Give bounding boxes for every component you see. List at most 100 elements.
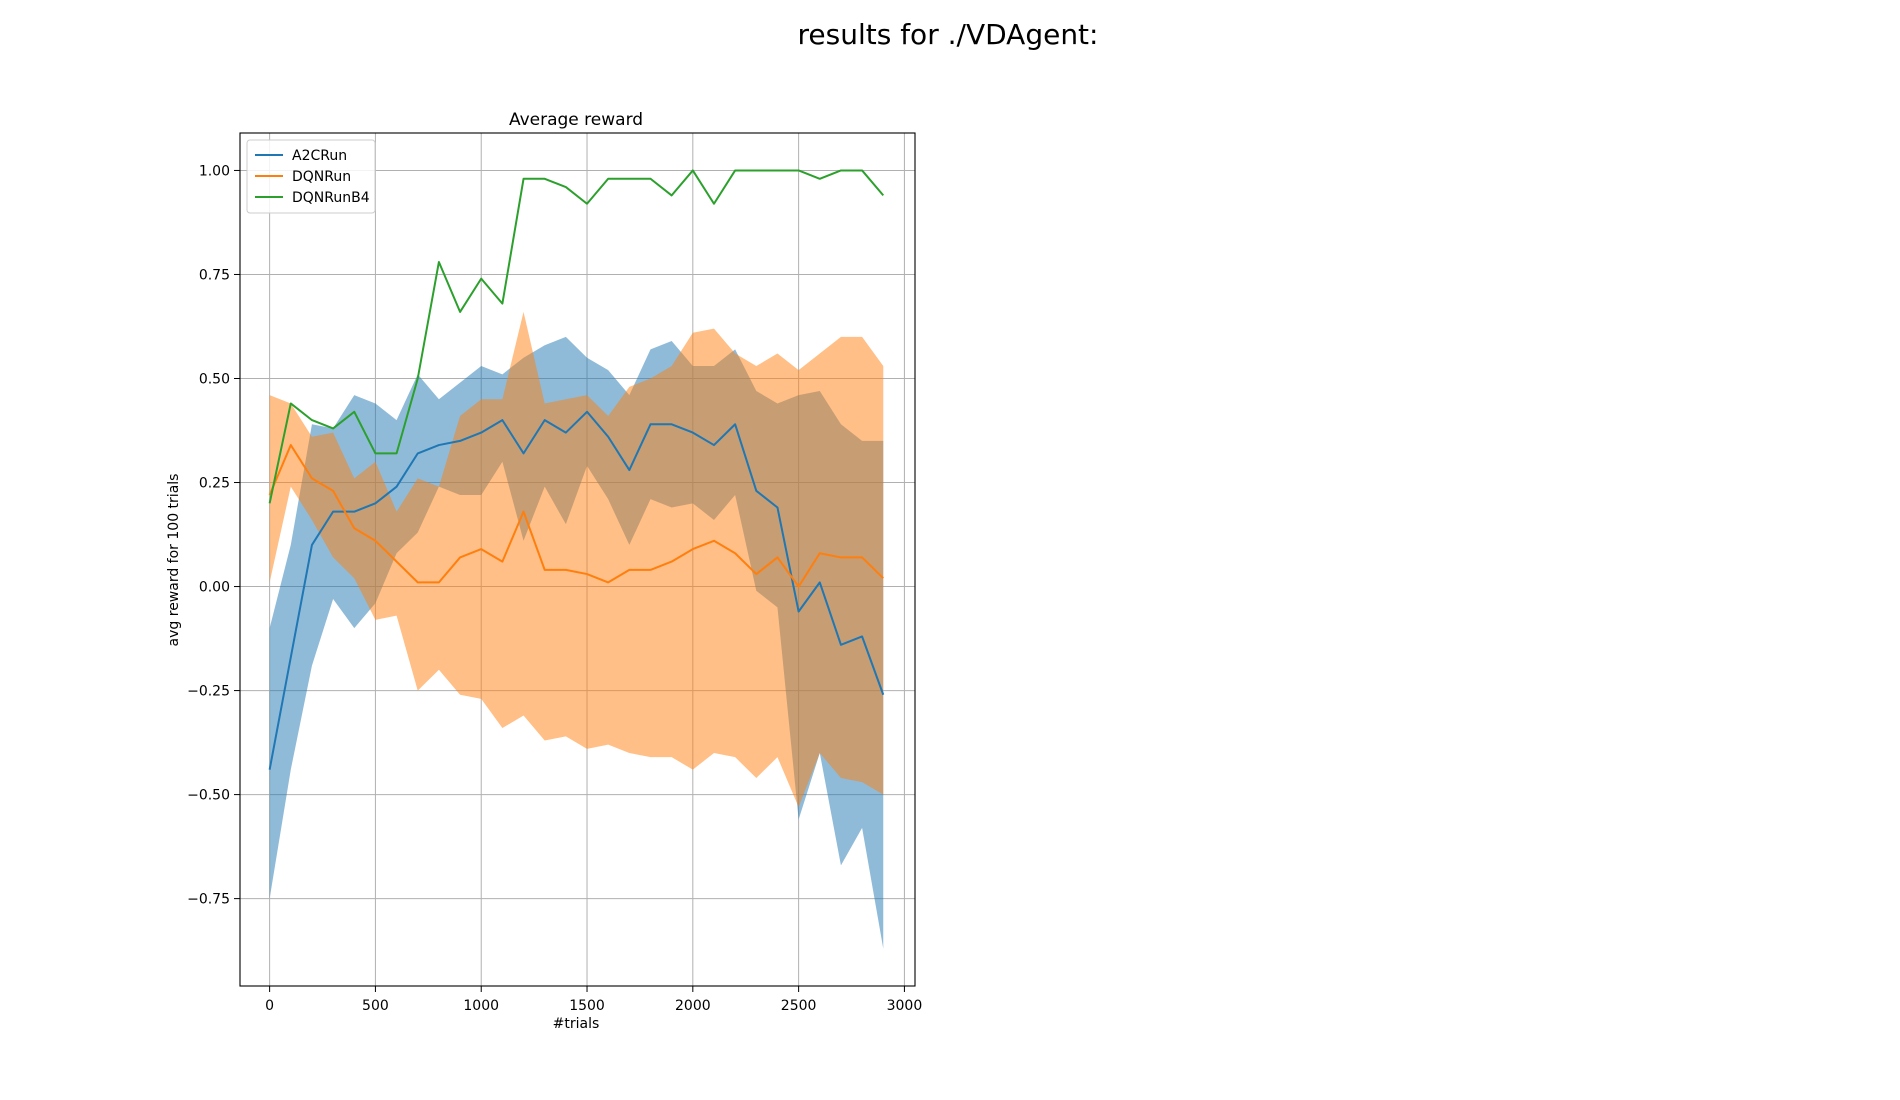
data-point-dqnrunb4 [691, 168, 695, 172]
plot-area [239, 132, 916, 987]
data-point-dqnrunb4 [649, 177, 653, 181]
data-point-dqnrun [373, 539, 377, 543]
data-point-dqnrunb4 [416, 376, 420, 380]
y-axis-label: avg reward for 100 trials [166, 474, 182, 647]
series-line-a2crun [268, 410, 885, 770]
data-point-dqnrunb4 [670, 193, 674, 197]
data-point-dqnrun [352, 526, 356, 530]
data-point-dqnrunb4 [331, 426, 335, 430]
data-point-dqnrun [775, 555, 779, 559]
data-point-a2crun [797, 610, 801, 614]
data-point-a2crun [775, 505, 779, 509]
data-point-dqnrunb4 [606, 177, 610, 181]
data-point-dqnrun [310, 476, 314, 480]
y-tick-label: 1.00 [199, 163, 230, 179]
y-tick-label: 0.00 [199, 580, 230, 596]
data-point-dqnrun [627, 568, 631, 572]
data-point-dqnrunb4 [522, 177, 526, 181]
data-point-dqnrun [606, 580, 610, 584]
data-point-dqnrun [670, 560, 674, 564]
data-point-dqnrun [733, 551, 737, 555]
data-point-a2crun [373, 501, 377, 505]
data-point-dqnrunb4 [839, 168, 843, 172]
series-lines [268, 168, 885, 772]
data-point-dqnrun [331, 489, 335, 493]
data-point-a2crun [754, 489, 758, 493]
data-point-dqnrun [818, 551, 822, 555]
data-point-a2crun [331, 510, 335, 514]
x-tick-label: 3000 [887, 998, 923, 1014]
data-point-a2crun [543, 418, 547, 422]
data-point-dqnrunb4 [395, 451, 399, 455]
series-line-dqnrun [268, 444, 884, 588]
legend: A2CRun DQNRun DQNRunB4 [246, 139, 376, 214]
data-point-dqnrunb4 [268, 501, 272, 505]
data-point-dqnrunb4 [585, 202, 589, 206]
data-point-dqnrunb4 [564, 185, 568, 189]
data-point-dqnrunb4 [818, 177, 822, 181]
data-point-a2crun [733, 422, 737, 426]
y-tick-label: −0.25 [187, 684, 230, 700]
legend-box [246, 139, 376, 214]
data-point-a2crun [310, 543, 314, 547]
data-point-dqnrun [458, 555, 462, 559]
data-point-dqnrunb4 [500, 302, 504, 306]
y-tick-label: 0.75 [199, 267, 230, 283]
data-point-dqnrunb4 [352, 410, 356, 414]
data-point-a2crun [268, 768, 272, 772]
data-point-dqnrun [500, 560, 504, 564]
data-point-dqnrun [649, 568, 653, 572]
data-point-dqnrun [712, 539, 716, 543]
data-point-a2crun [416, 451, 420, 455]
data-point-dqnrunb4 [289, 401, 293, 405]
y-tick-label: 0.50 [199, 371, 230, 387]
data-point-a2crun [585, 410, 589, 414]
x-tick-label: 0 [265, 998, 274, 1014]
data-point-dqnrun [289, 443, 293, 447]
data-point-dqnrunb4 [458, 310, 462, 314]
series-line-dqnrunb4 [268, 169, 885, 504]
data-point-dqnrun [543, 568, 547, 572]
y-axis: −0.75 −0.50 −0.25 0.00 0.25 0.50 0.75 1.00 [187, 163, 240, 908]
data-point-a2crun [712, 443, 716, 447]
axes-frame [239, 132, 916, 987]
data-point-dqnrun [691, 547, 695, 551]
data-point-dqnrunb4 [627, 177, 631, 181]
data-point-dqnrunb4 [797, 168, 801, 172]
data-point-a2crun [670, 422, 674, 426]
data-point-dqnrunb4 [310, 418, 314, 422]
x-tick-label: 1000 [463, 998, 499, 1014]
x-tick-label: 2500 [781, 998, 817, 1014]
data-point-dqnrunb4 [437, 260, 441, 264]
data-point-a2crun [352, 510, 356, 514]
data-point-dqnrunb4 [712, 202, 716, 206]
data-point-a2crun [691, 431, 695, 435]
data-point-dqnrunb4 [860, 168, 864, 172]
data-point-dqnrun [797, 585, 801, 589]
data-point-dqnrunb4 [775, 168, 779, 172]
band-dqnrun [269, 311, 884, 808]
data-point-a2crun [627, 468, 631, 472]
data-point-dqnrun [754, 572, 758, 576]
data-point-dqnrun [839, 555, 843, 559]
figure-suptitle: results for ./VDAgent: [798, 18, 1099, 51]
chart-title: Average reward [509, 110, 643, 130]
data-point-a2crun [564, 431, 568, 435]
legend-label: DQNRunB4 [292, 190, 370, 206]
data-point-dqnrunb4 [733, 168, 737, 172]
data-point-dqnrunb4 [754, 168, 758, 172]
data-point-a2crun [289, 655, 293, 659]
data-point-a2crun [818, 580, 822, 584]
data-point-dqnrunb4 [543, 177, 547, 181]
data-point-a2crun [500, 418, 504, 422]
data-point-dqnrunb4 [881, 193, 885, 197]
data-point-a2crun [606, 435, 610, 439]
data-point-a2crun [479, 431, 483, 435]
data-point-dqnrun [479, 547, 483, 551]
data-point-a2crun [881, 693, 885, 697]
confidence-bands [269, 311, 884, 949]
x-tick-label: 2000 [675, 998, 711, 1014]
data-point-a2crun [437, 443, 441, 447]
data-point-dqnrun [395, 560, 399, 564]
